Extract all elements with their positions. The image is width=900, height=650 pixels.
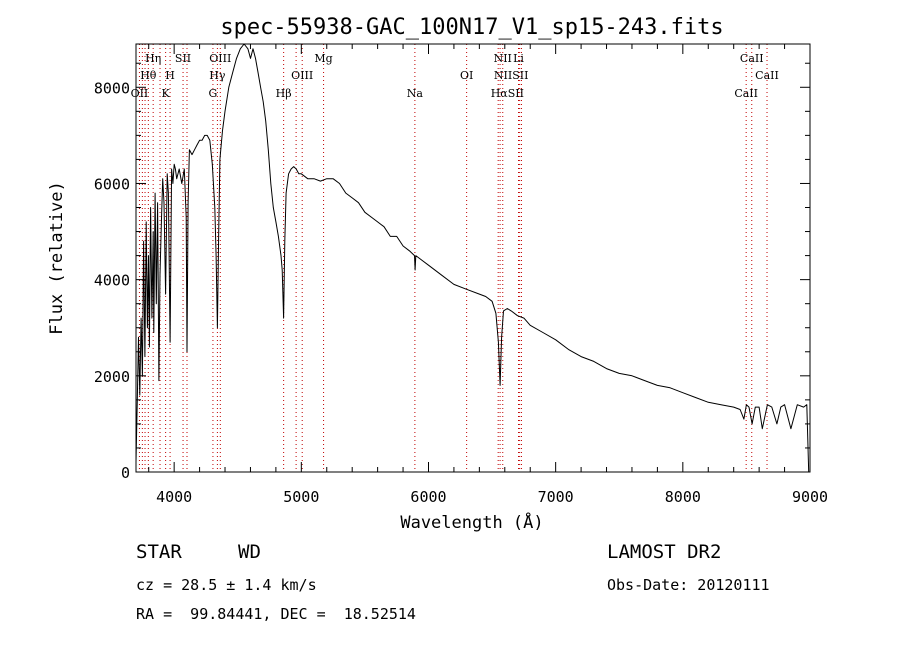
x-axis-label: Wavelength (Å): [400, 511, 543, 533]
y-tick-label: 4000: [94, 272, 130, 290]
coordinates: RA = 99.84441, DEC = 18.52514: [136, 605, 416, 623]
y-tick-label: 8000: [94, 79, 130, 97]
x-tick-label: 7000: [538, 488, 574, 506]
observation-date: Obs-Date: 20120111: [607, 576, 770, 594]
line-marker-label: CaII: [755, 69, 779, 82]
object-class: STAR: [136, 541, 182, 563]
redshift-value: cz = 28.5 ± 1.4 km/s: [136, 576, 317, 594]
plot-frame: [135, 43, 811, 473]
line-marker-label: G: [209, 87, 218, 100]
line-marker-label: Na: [407, 87, 424, 100]
x-tick-label: 4000: [156, 488, 192, 506]
line-marker-label: OII: [131, 87, 149, 100]
line-marker-label: SII: [175, 52, 191, 65]
x-tick-label: 9000: [792, 488, 828, 506]
y-axis-label: Flux (relative): [47, 181, 67, 335]
x-tick-label: 8000: [665, 488, 701, 506]
x-axis: 4000 5000 6000 7000 8000 9000: [148, 44, 828, 506]
line-marker-label: OIII: [291, 69, 313, 82]
spectrum-line: [135, 43, 810, 473]
line-marker-label: CaII: [740, 52, 764, 65]
spectrum-chart: spec-55938-GAC_100N17_V1_sp15-243.fits H…: [47, 15, 828, 533]
spectral-line-markers: [138, 44, 768, 472]
line-marker-label: Li: [513, 52, 524, 65]
line-marker-label: NII: [494, 52, 512, 65]
y-axis: 0 2000 4000 6000 8000: [94, 62, 810, 482]
line-marker-label: Hθ: [140, 69, 157, 82]
chart-title: spec-55938-GAC_100N17_V1_sp15-243.fits: [220, 15, 723, 40]
y-tick-label: 6000: [94, 175, 130, 193]
line-marker-label: CaII: [734, 87, 758, 100]
x-tick-label: 6000: [410, 488, 446, 506]
line-marker-label: HαSII: [491, 87, 524, 100]
line-marker-label: K: [162, 87, 171, 100]
line-marker-label: Hη: [145, 52, 161, 65]
line-marker-label: Mg: [314, 52, 332, 65]
survey-name: LAMOST DR2: [607, 541, 722, 563]
y-tick-label: 2000: [94, 368, 130, 386]
spectrum-series: [135, 43, 810, 473]
line-marker-label: OI: [460, 69, 473, 82]
line-marker-label: OIII: [209, 52, 231, 65]
object-subclass: WD: [238, 541, 261, 563]
line-marker-label: Hγ: [209, 69, 226, 82]
y-tick-label: 0: [121, 464, 130, 482]
line-marker-label: H: [165, 69, 175, 82]
line-marker-label: Hβ: [276, 87, 292, 100]
x-tick-label: 5000: [283, 488, 319, 506]
line-marker-label: NIISII: [494, 69, 529, 82]
